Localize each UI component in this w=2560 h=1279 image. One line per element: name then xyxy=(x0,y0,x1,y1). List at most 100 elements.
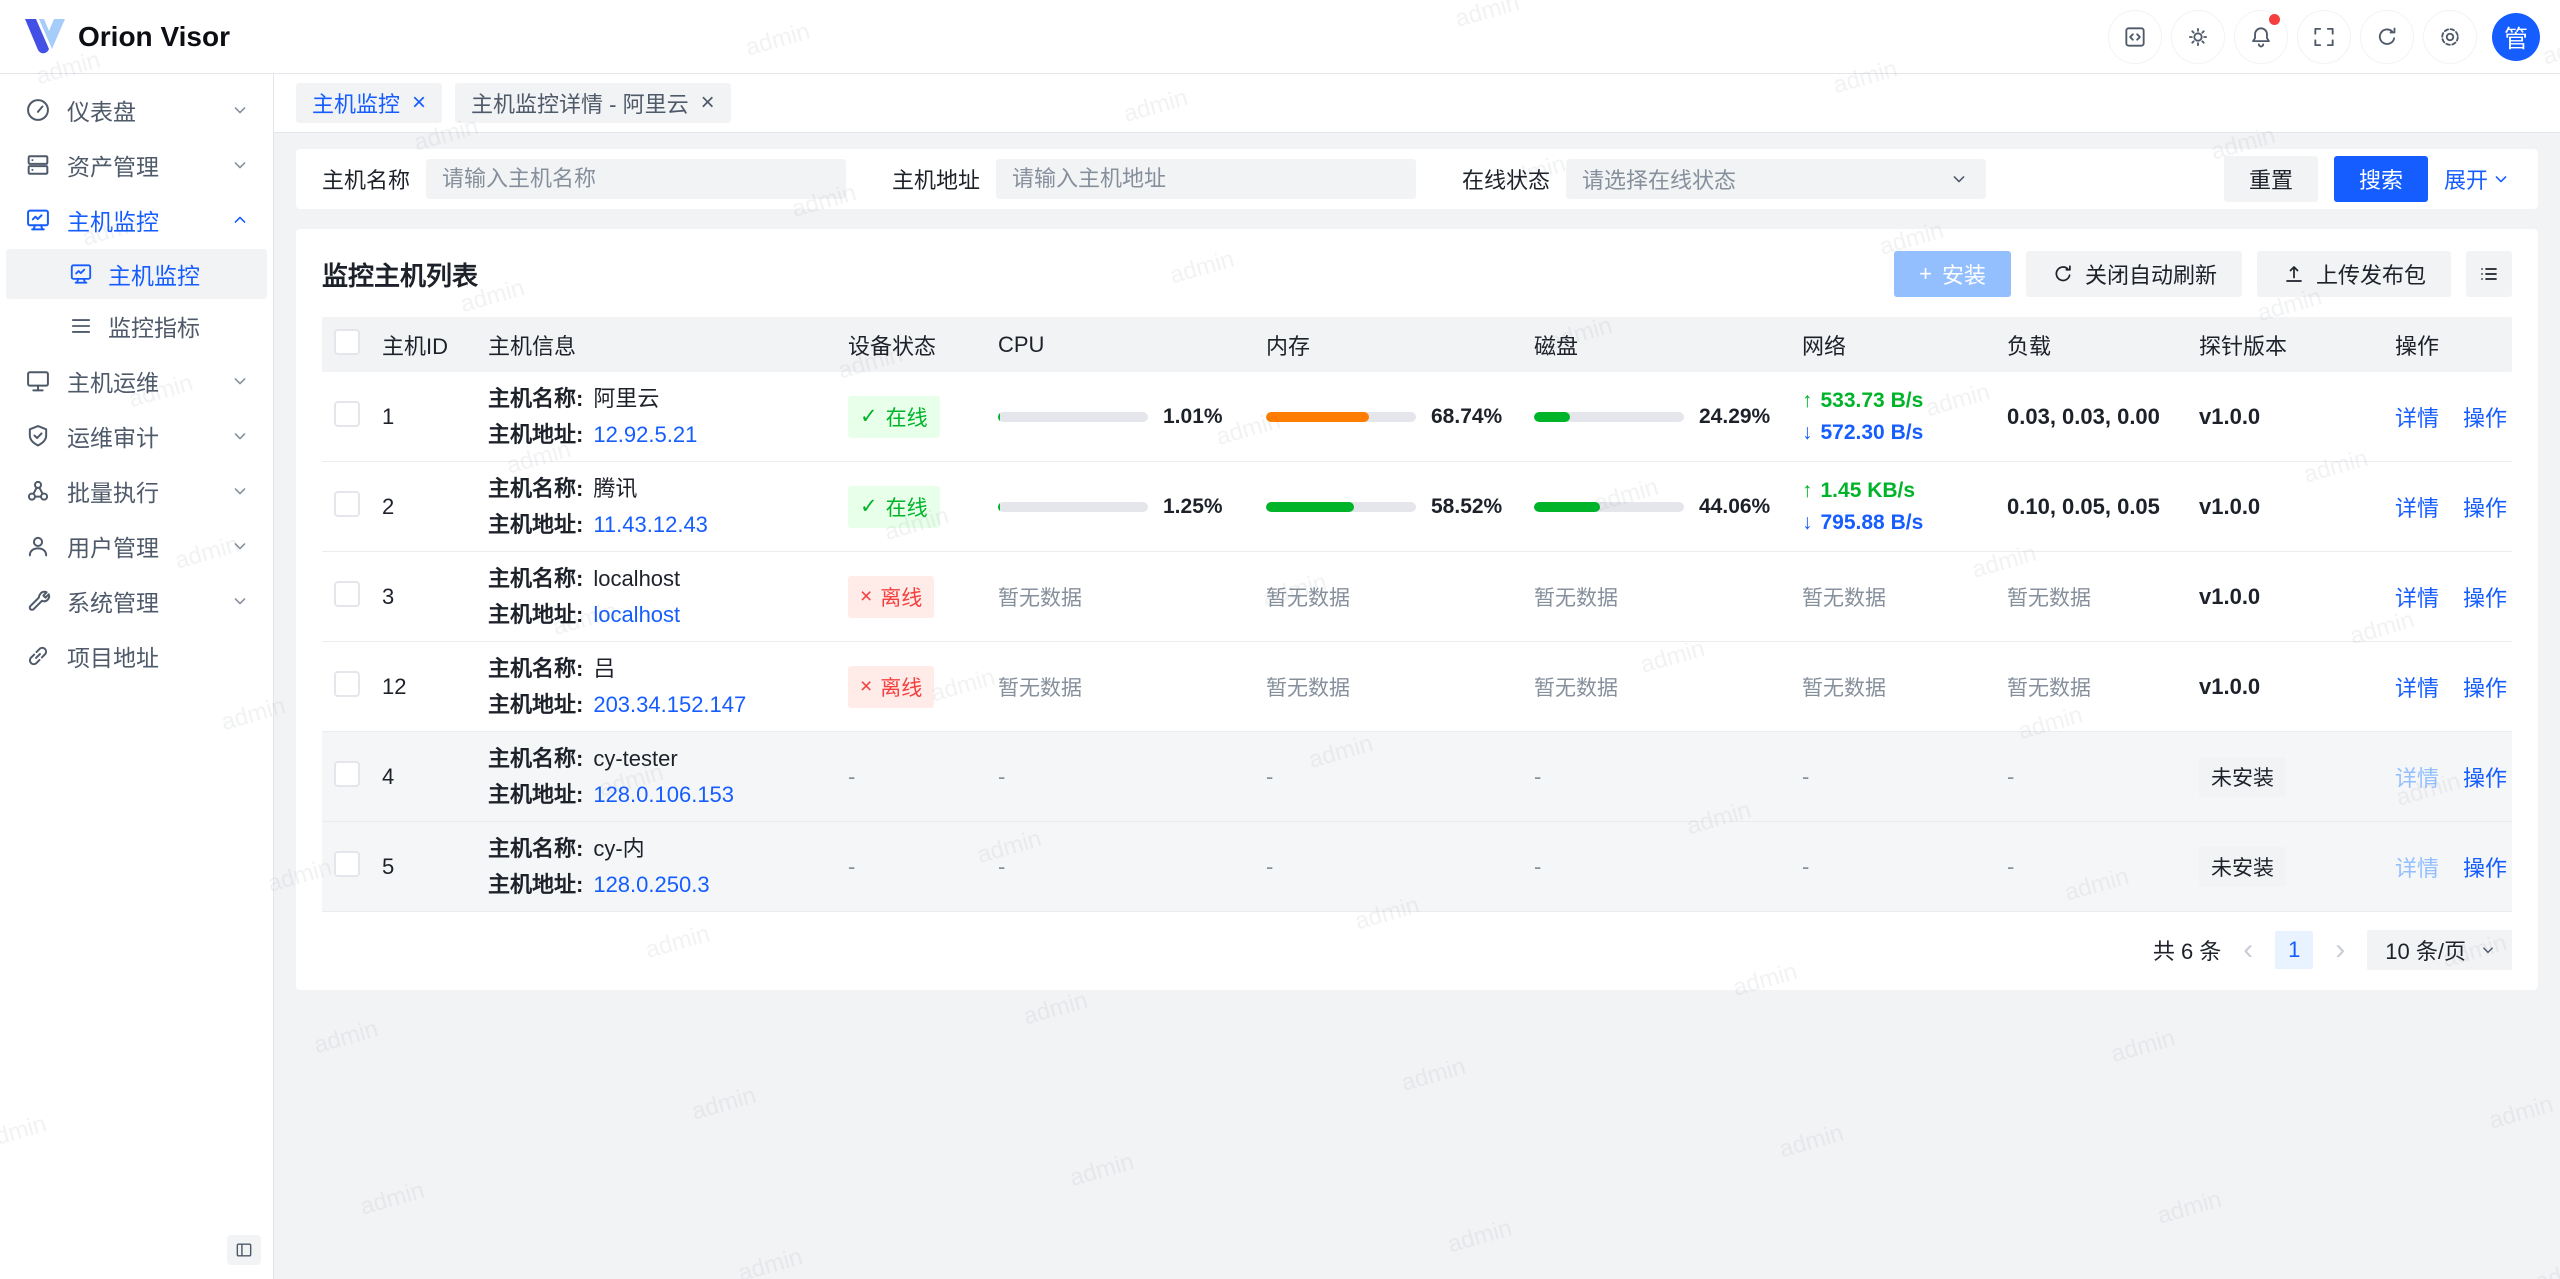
row-checkbox[interactable] xyxy=(334,580,360,607)
auto-refresh-button[interactable]: 关闭自动刷新 xyxy=(2025,251,2242,297)
table-row: 1 主机名称: 阿里云 主机地址: 12.92.5.21 ✓ 在线 1.01% 68.… xyxy=(322,372,2512,462)
host-address-link[interactable]: 203.34.152.147 xyxy=(593,691,747,717)
notification-dot xyxy=(2269,13,2280,25)
action-link[interactable]: 操作 xyxy=(2463,585,2508,611)
action-link[interactable]: 操作 xyxy=(2463,855,2508,881)
notifications-bell-icon[interactable] xyxy=(2234,9,2288,64)
sidebar-item-system-mgmt[interactable]: 系统管理 xyxy=(0,573,273,628)
host-address-link[interactable]: 11.43.12.43 xyxy=(593,511,708,537)
assets-icon xyxy=(24,151,52,179)
reset-button[interactable]: 重置 xyxy=(2223,156,2318,202)
code-icon[interactable] xyxy=(2108,9,2162,64)
cpu-cell: 暂无数据 xyxy=(998,586,1082,610)
sidebar-subitem-metrics[interactable]: 监控指标 xyxy=(6,301,267,351)
status-badge: ✓ 在线 xyxy=(848,485,940,528)
plus-icon: + xyxy=(1919,261,1932,286)
row-checkbox[interactable] xyxy=(334,670,360,697)
detail-link[interactable]: 详情 xyxy=(2395,585,2440,611)
disk-cell: 24.29% xyxy=(1534,405,1802,429)
sidebar-item-project-link[interactable]: 项目地址 xyxy=(0,628,273,683)
link-icon xyxy=(24,642,52,670)
refresh-icon[interactable] xyxy=(2360,9,2414,64)
tab-host-monitor-detail[interactable]: 主机监控详情 - 阿里云 × xyxy=(455,83,731,123)
detail-link[interactable]: 详情 xyxy=(2395,495,2440,521)
column-settings-button[interactable] xyxy=(2466,251,2512,297)
host-address-link[interactable]: localhost xyxy=(593,601,681,627)
table-row: 3 主机名称: localhost 主机地址: localhost × 离线 暂无数据… xyxy=(322,552,2512,642)
tab-label: 主机监控 xyxy=(312,92,401,117)
mem-cell: - xyxy=(1266,763,1274,789)
detail-link[interactable]: 详情 xyxy=(2395,675,2440,701)
disk-bar xyxy=(1534,411,1684,422)
next-page-icon[interactable]: › xyxy=(2335,933,2346,966)
disk-cell: 暂无数据 xyxy=(1534,676,1618,700)
prev-page-icon[interactable]: ‹ xyxy=(2243,933,2254,966)
tab-host-monitor[interactable]: 主机监控 × xyxy=(296,83,443,123)
actions-cell: 详情 操作 xyxy=(2395,851,2519,883)
col-cpu: CPU xyxy=(998,331,1045,357)
sidebar-collapse-button[interactable] xyxy=(227,1235,261,1265)
action-link[interactable]: 操作 xyxy=(2463,765,2508,791)
col-host-info: 主机信息 xyxy=(488,333,577,359)
mem-cell: 68.74% xyxy=(1266,405,1534,429)
page-number[interactable]: 1 xyxy=(2275,931,2314,969)
detail-link[interactable]: 详情 xyxy=(2395,405,2440,431)
sidebar-item-label: 主机运维 xyxy=(67,369,159,396)
load-cell: - xyxy=(2007,763,2015,789)
table-row: 5 主机名称: cy-内 主机地址: 128.0.250.3 - - - - - -… xyxy=(322,822,2512,912)
tab-close-icon[interactable]: × xyxy=(700,89,715,116)
online-status-select[interactable]: 请选择在线状态 xyxy=(1566,159,1987,199)
dashboard-icon xyxy=(24,96,52,124)
select-all-checkbox[interactable] xyxy=(334,328,360,355)
row-checkbox[interactable] xyxy=(334,760,360,787)
host-address-input[interactable] xyxy=(996,159,1417,199)
not-installed-badge: 未安装 xyxy=(2199,756,2286,797)
load-cell: 0.10, 0.05, 0.05 xyxy=(2007,493,2160,519)
cpu-cell: 暂无数据 xyxy=(998,676,1082,700)
sidebar-item-user-mgmt[interactable]: 用户管理 xyxy=(0,518,273,573)
tab-close-icon[interactable]: × xyxy=(412,89,427,116)
sidebar-subitem-host-monitor[interactable]: 主机监控 xyxy=(6,249,267,299)
action-link[interactable]: 操作 xyxy=(2463,675,2508,701)
expand-toggle[interactable]: 展开 xyxy=(2444,163,2512,195)
chevron-down-icon xyxy=(2490,168,2512,190)
sidebar-item-label: 主机监控 xyxy=(67,208,159,235)
actions-cell: 详情 操作 xyxy=(2395,491,2519,523)
search-button[interactable]: 搜索 xyxy=(2333,156,2428,202)
fullscreen-icon[interactable] xyxy=(2297,9,2351,64)
host-name-input[interactable] xyxy=(426,159,847,199)
sidebar-item-batch-exec[interactable]: 批量执行 xyxy=(0,463,273,518)
sidebar-item-dashboard[interactable]: 仪表盘 xyxy=(0,82,273,137)
host-address-link[interactable]: 128.0.106.153 xyxy=(593,781,735,807)
host-id: 4 xyxy=(382,763,395,789)
cpu-cell: - xyxy=(998,853,1006,879)
version-cell: 未安装 xyxy=(2199,756,2395,797)
theme-icon[interactable] xyxy=(2171,9,2225,64)
host-address-link[interactable]: 128.0.250.3 xyxy=(593,871,710,897)
sidebar-item-host-monitor[interactable]: 主机监控 xyxy=(0,192,273,247)
chevron-down-icon xyxy=(229,370,251,392)
settings-gear-icon[interactable] xyxy=(2423,9,2477,64)
sidebar-item-audit[interactable]: 运维审计 xyxy=(0,408,273,463)
status-badge: ✓ 在线 xyxy=(848,395,940,438)
host-id: 12 xyxy=(382,673,407,699)
monitor-icon xyxy=(24,206,52,234)
upload-package-button[interactable]: 上传发布包 xyxy=(2256,251,2451,297)
host-address-link[interactable]: 12.92.5.21 xyxy=(593,421,698,447)
install-button[interactable]: + 安装 xyxy=(1894,251,2011,297)
avatar[interactable]: 管 xyxy=(2492,12,2540,61)
sidebar-item-host-ops[interactable]: 主机运维 xyxy=(0,353,273,408)
row-checkbox[interactable] xyxy=(334,400,360,427)
status-cell: - xyxy=(848,853,856,879)
row-checkbox[interactable] xyxy=(334,850,360,877)
action-link[interactable]: 操作 xyxy=(2463,405,2508,431)
sidebar-subitem-label: 主机监控 xyxy=(108,263,200,289)
total-count: 共 6 条 xyxy=(2152,939,2222,964)
host-info: 主机名称: cy-tester 主机地址: 128.0.106.153 xyxy=(488,741,848,813)
sidebar-item-label: 运维审计 xyxy=(67,424,159,451)
row-checkbox[interactable] xyxy=(334,490,360,517)
version-cell: v1.0.0 xyxy=(2199,583,2261,609)
sidebar-item-assets[interactable]: 资产管理 xyxy=(0,137,273,192)
action-link[interactable]: 操作 xyxy=(2463,495,2508,521)
page-size-select[interactable]: 10 条/页 xyxy=(2367,930,2512,970)
